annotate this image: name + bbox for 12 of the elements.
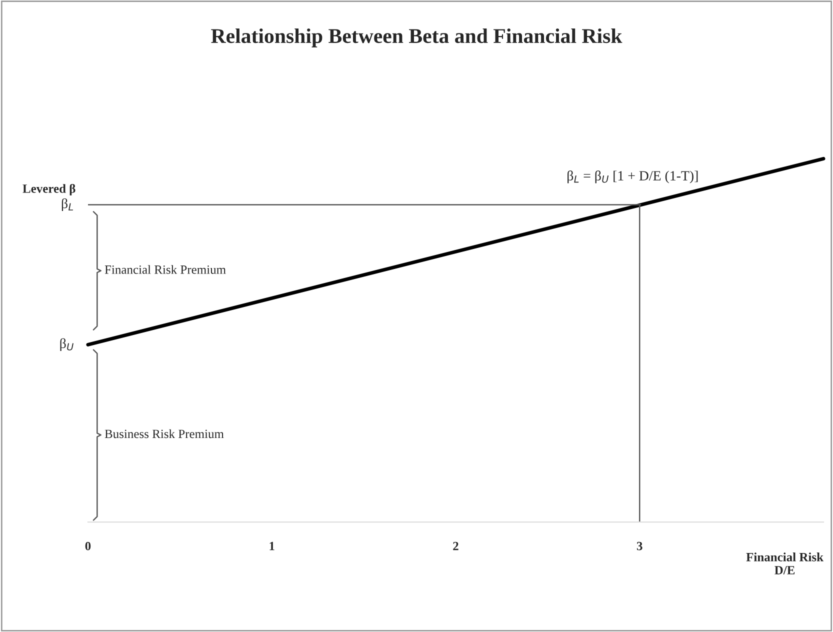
y-axis-title: Levered β (22, 184, 76, 196)
x-tick-label: 0 (85, 542, 91, 550)
text: β$_{U}$ (60, 338, 74, 351)
text: Financial Risk D/E (746, 552, 824, 574)
annotation: Financial Risk Premium (104, 265, 226, 274)
ref-line-label: β$_{L}$ (62, 198, 74, 212)
x-tick-label: 2 (453, 542, 458, 550)
annotation: Business Risk Premium (104, 429, 224, 438)
x-tick-label: 1 (270, 542, 274, 550)
chart-title: Relationship Between Beta and Financial Risk (211, 28, 622, 48)
annotation: β$_{L}$ = β$_{U}$ [1 + D/E (1-T)] (568, 170, 698, 184)
x-tick-label: 3 (636, 542, 642, 550)
